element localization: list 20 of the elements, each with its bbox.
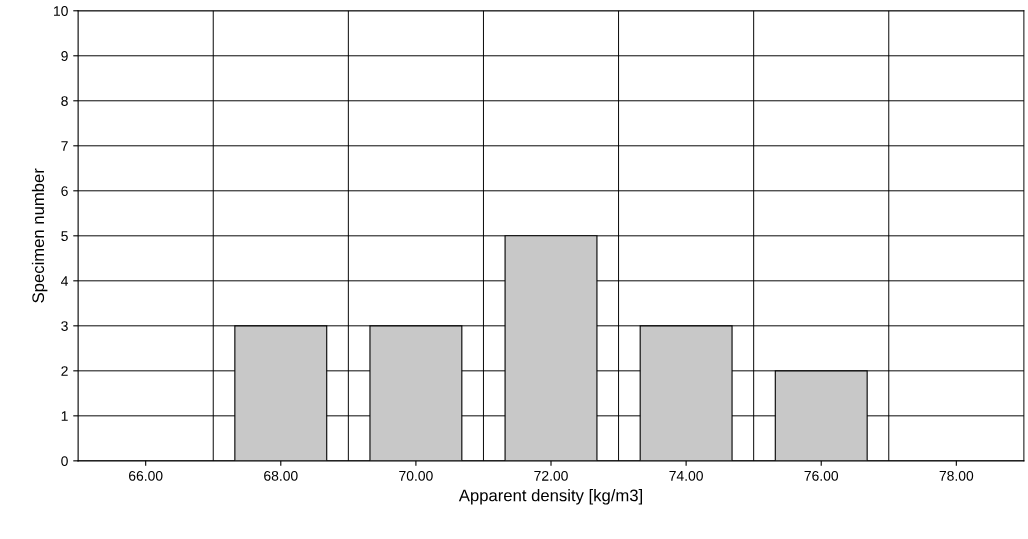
x-axis-title: Apparent density [kg/m3] [458, 489, 643, 505]
y-axis-title: Specimen number [31, 168, 48, 303]
y-tick-label: 8 [61, 96, 68, 106]
y-tick-label: 10 [54, 6, 68, 16]
y-tick-label: 3 [61, 321, 68, 331]
x-tick-label: 70.00 [399, 470, 433, 481]
x-tick-label: 78.00 [939, 470, 974, 481]
y-tick-label: 4 [61, 276, 68, 286]
x-tick-label: 66.00 [129, 470, 163, 481]
y-tick-label: 6 [61, 186, 68, 196]
y-tick-label: 0 [61, 456, 68, 467]
x-tick-label: 74.00 [669, 470, 703, 481]
y-tick-label: 1 [61, 411, 68, 421]
x-tick-label: 68.00 [264, 470, 298, 481]
x-tick-label: 72.00 [534, 470, 568, 481]
y-tick-label: 2 [61, 366, 68, 376]
y-tick-label: 9 [61, 51, 68, 61]
y-tick-label: 5 [61, 231, 68, 241]
x-tick-label: 76.00 [804, 470, 839, 481]
y-tick-label: 7 [61, 141, 68, 151]
